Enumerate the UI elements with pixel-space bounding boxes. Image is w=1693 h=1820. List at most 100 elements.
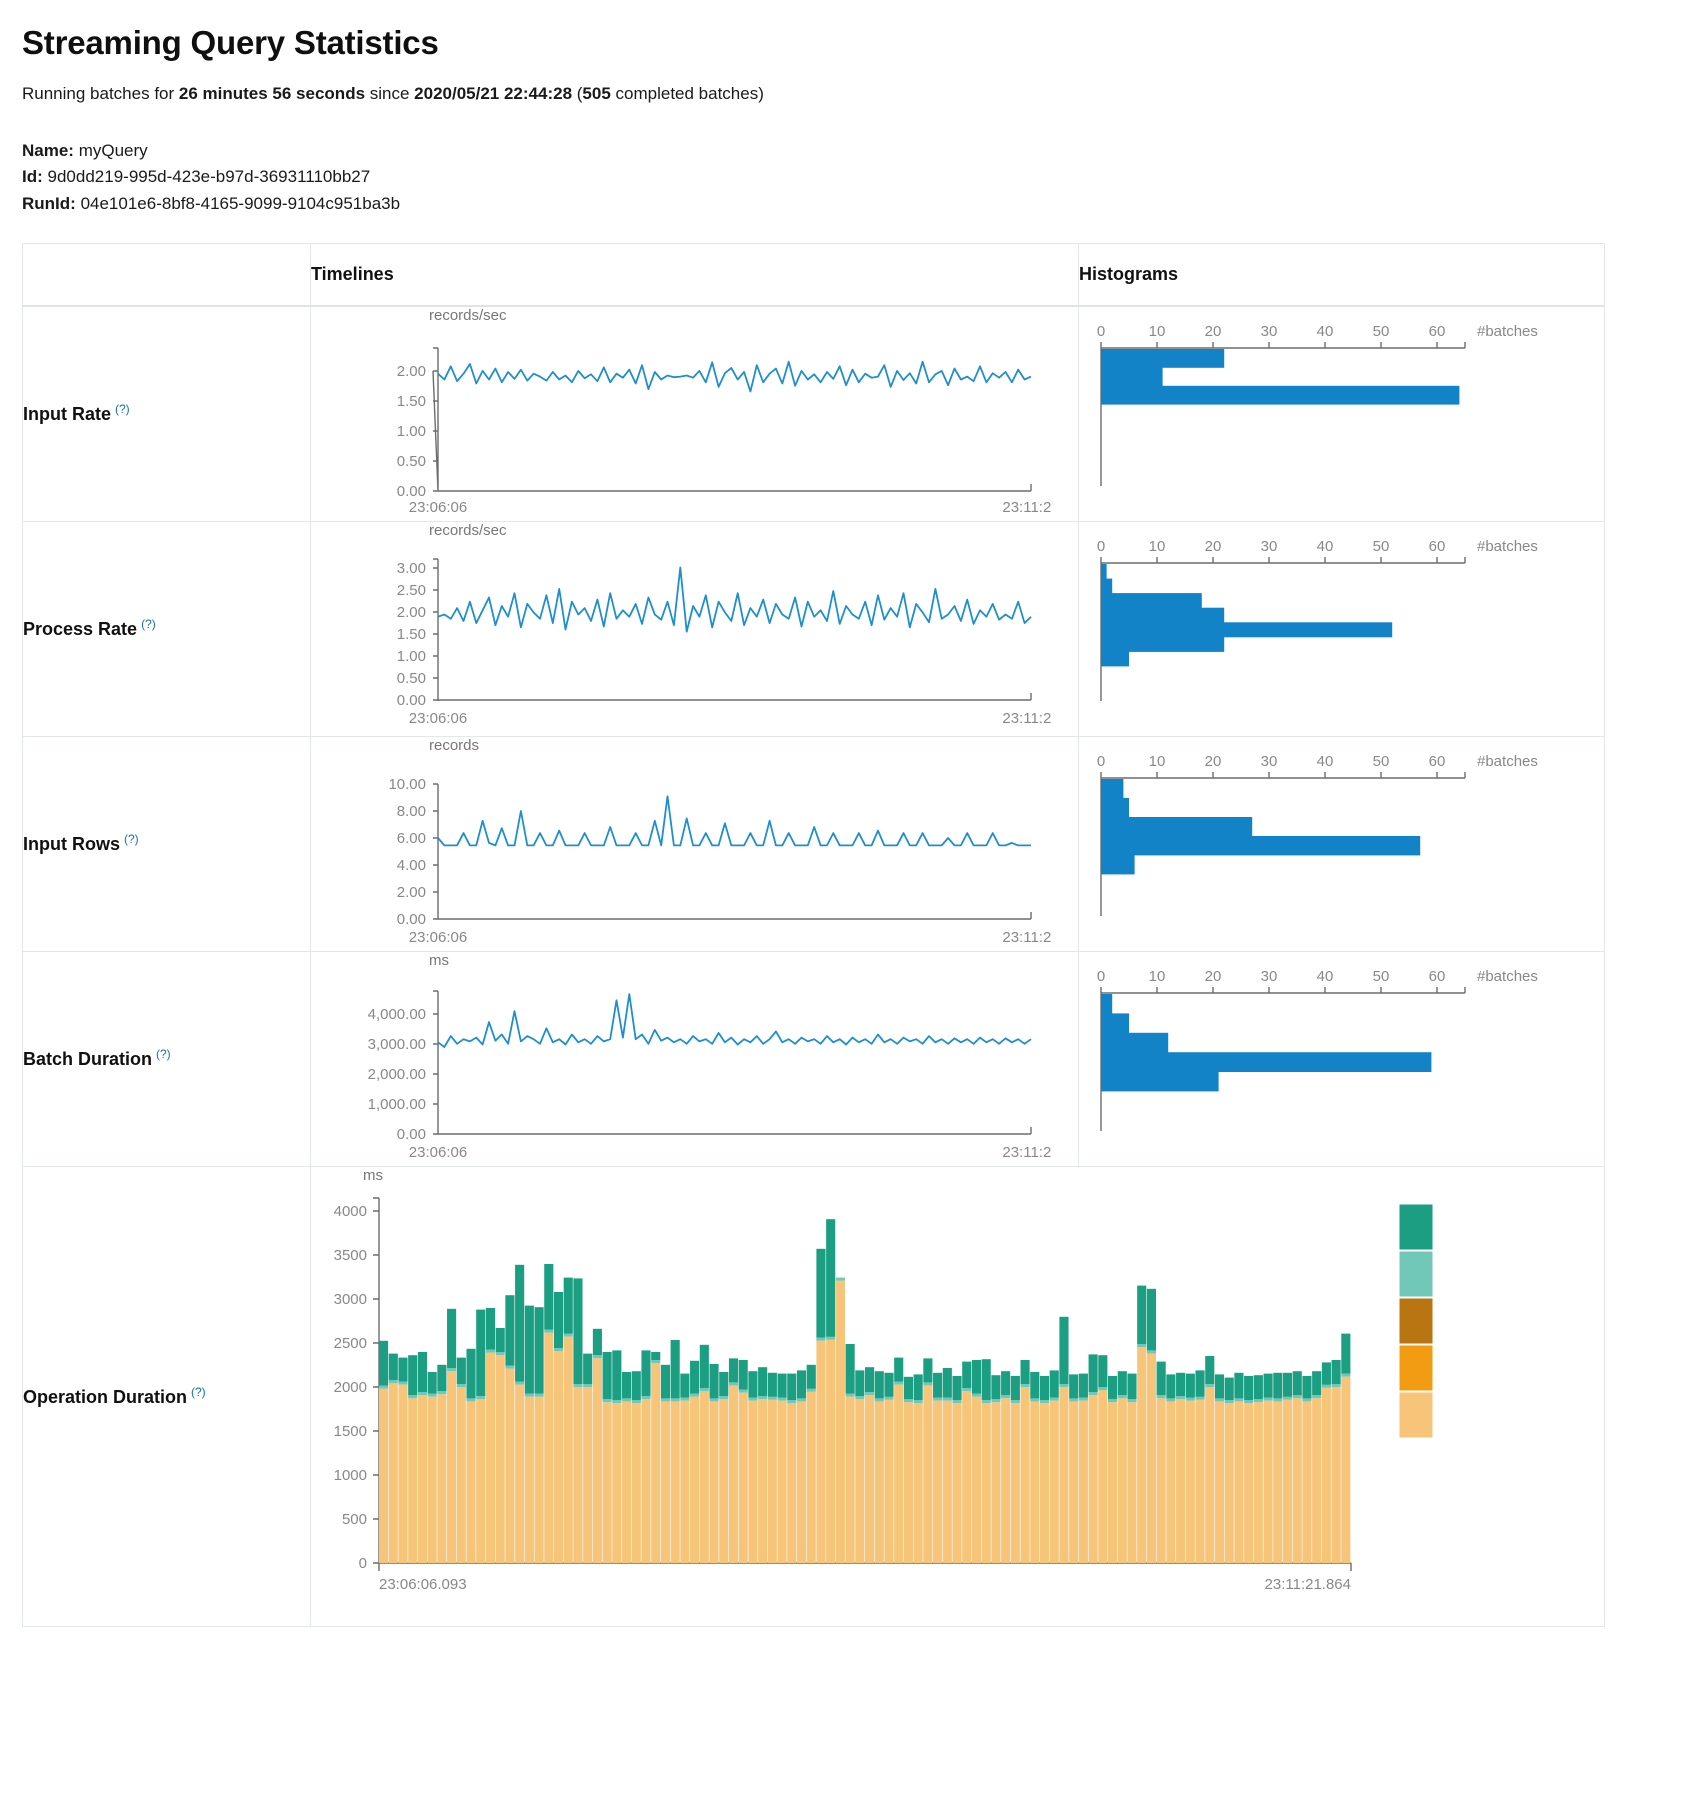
svg-text:20: 20	[1205, 538, 1222, 555]
stacked-bar-segment	[738, 1359, 748, 1390]
stacked-bar-segment	[1039, 1399, 1050, 1403]
stacked-bar-segment	[534, 1393, 544, 1397]
y-axis-ticks: 3.00 2.50 2.00 1.50 1.00 0.50 0.00	[397, 560, 426, 709]
stacked-bar-segment	[583, 1386, 593, 1563]
stacked-bar-segment	[1224, 1377, 1234, 1400]
stacked-bar-segment	[485, 1307, 496, 1350]
stacked-bar-segment	[1059, 1383, 1069, 1387]
stacked-bar-segment	[398, 1357, 408, 1382]
stacked-bar-segment	[952, 1402, 962, 1563]
stacked-bar-segment	[1088, 1391, 1098, 1395]
stacked-bar-segment	[622, 1400, 632, 1563]
stacked-bar-segment	[1214, 1400, 1225, 1563]
stacked-bar-segment	[660, 1400, 670, 1563]
process-rate-timeline-chart[interactable]: 3.00 2.50 2.00 1.50 1.00 0.50 0.00 23:06…	[311, 541, 1051, 736]
stacked-bar-segment	[923, 1384, 933, 1563]
stacked-bar-segment	[709, 1400, 719, 1563]
y-axis-unit-label: ms	[363, 1166, 383, 1184]
stacked-bar-segment	[660, 1364, 670, 1398]
svg-text:2500: 2500	[334, 1335, 367, 1352]
stacked-bar-segment	[680, 1373, 690, 1398]
stacked-bar-segment	[417, 1391, 427, 1395]
stacked-bar-segment	[1078, 1400, 1088, 1563]
stacked-bar-segment	[456, 1386, 466, 1563]
input-rate-histogram-chart[interactable]: 0 10 20 30 40 50 60 #batches	[1079, 316, 1579, 511]
row-label-text: Batch Duration	[23, 1049, 153, 1070]
input-rate-timeline-chart[interactable]: 2.00 1.50 1.00 0.50 0.00 23:06:06 23:11:…	[311, 326, 1051, 521]
table-row: Operation Duration (?) ms 4000 3500 3000 …	[22, 1165, 1605, 1627]
query-id-line: Id: 9d0dd219-995d-423e-b97d-36931110bb27	[22, 164, 1671, 190]
stacked-bar-segment	[1312, 1397, 1322, 1563]
stacked-bar-segment	[971, 1393, 982, 1397]
x-axis-end: 23:11:21	[1002, 499, 1051, 516]
stacked-bar-segment	[1156, 1397, 1166, 1563]
stacked-bar-segment	[1127, 1373, 1137, 1399]
stacked-bar-segment	[894, 1381, 904, 1385]
stacked-bar-segment	[1166, 1400, 1176, 1563]
stacked-bar-segment	[1059, 1316, 1069, 1384]
stacked-bar-segment	[1214, 1373, 1225, 1398]
stacked-bar-segment	[1001, 1370, 1011, 1395]
y-axis-ticks: 2.00 1.50 1.00 0.50 0.00	[397, 363, 426, 500]
batch-duration-histogram-chart[interactable]: 0 10 20 30 40 50 60 #batches	[1079, 961, 1579, 1156]
x-axis-end: 23:11:21	[1002, 929, 1051, 946]
svg-text:20: 20	[1205, 968, 1222, 985]
input-rows-histogram-chart[interactable]: 0 10 20 30 40 50 60 #batches	[1079, 746, 1579, 941]
legend-swatch-0	[1398, 1203, 1434, 1251]
stacked-bar-segment	[437, 1393, 447, 1563]
stacked-bar-segment	[933, 1372, 943, 1398]
stacked-bar-segment	[1108, 1401, 1118, 1563]
page-root: Streaming Query Statistics Running batch…	[22, 24, 1671, 1627]
stacked-bar-segment	[1205, 1383, 1215, 1387]
stacked-bar-segment	[398, 1381, 408, 1385]
stacked-bar-segment	[1234, 1400, 1244, 1563]
help-icon[interactable]: (?)	[141, 617, 156, 632]
stacked-bar-segment	[670, 1397, 680, 1401]
stacked-bar-segment	[660, 1397, 670, 1401]
stacked-bar-segment	[835, 1280, 845, 1563]
operation-duration-chart[interactable]: 4000 3500 3000 2500 2000 1500 1000 500 0	[311, 1186, 1571, 1626]
svg-text:4,000.00: 4,000.00	[368, 1006, 426, 1023]
stacked-bar-segment	[1176, 1398, 1186, 1563]
stacked-bar-segment	[534, 1306, 544, 1394]
stacked-bar-segment	[447, 1370, 457, 1563]
stacked-bar-segment	[544, 1263, 554, 1330]
help-icon[interactable]: (?)	[191, 1384, 206, 1399]
stacked-bar-segment	[553, 1291, 564, 1348]
operation-duration-legend[interactable]	[1398, 1203, 1434, 1439]
input-rows-timeline-chart[interactable]: 10.00 8.00 6.00 4.00 2.00 0.00 23:06:06 …	[311, 756, 1051, 951]
histogram-bar	[1101, 798, 1129, 818]
help-icon[interactable]: (?)	[115, 402, 130, 417]
query-name-value: myQuery	[78, 141, 148, 160]
stacked-bar-segment	[427, 1396, 437, 1563]
stacked-bar-segment	[408, 1397, 418, 1563]
batch-duration-timeline-chart[interactable]: 4,000.00 3,000.00 2,000.00 1,000.00 0.00…	[311, 971, 1051, 1166]
svg-text:60: 60	[1429, 323, 1446, 340]
histogram-bar	[1101, 593, 1202, 609]
stacked-bar-segment	[816, 1337, 826, 1341]
svg-text:20: 20	[1205, 323, 1222, 340]
stacked-bar-segment	[806, 1391, 816, 1563]
stacked-bar-segment	[544, 1329, 554, 1333]
help-icon[interactable]: (?)	[156, 1047, 171, 1062]
help-icon[interactable]: (?)	[124, 832, 139, 847]
y-axis-unit-label: records/sec	[429, 521, 507, 539]
stacked-bar-segment	[1117, 1370, 1127, 1395]
stacked-bar-segment	[592, 1328, 602, 1355]
histogram-bar	[1101, 1071, 1219, 1092]
stacked-bar-segment	[1098, 1354, 1108, 1387]
process-rate-histogram-chart[interactable]: 0 10 20 30 40 50 60 #batches	[1079, 531, 1579, 726]
row-label-operation-duration: Operation Duration (?)	[22, 1165, 311, 1627]
stacked-bar-segment	[1321, 1387, 1331, 1563]
histogram-bar	[1101, 1013, 1129, 1034]
stacked-bar-segment	[1273, 1397, 1283, 1401]
row-label-text: Input Rate	[23, 404, 111, 425]
stacked-bar-segment	[495, 1327, 505, 1352]
x-axis-ticks: 0 10 20 30 40 50 60	[1097, 753, 1446, 770]
stacked-bar-segment	[1253, 1374, 1263, 1399]
y-axis-unit-label: ms	[429, 951, 449, 969]
stacked-bar-segment	[466, 1348, 476, 1398]
svg-text:40: 40	[1317, 323, 1334, 340]
process-rate-line	[437, 566, 1032, 633]
svg-text:2,000.00: 2,000.00	[368, 1066, 426, 1083]
